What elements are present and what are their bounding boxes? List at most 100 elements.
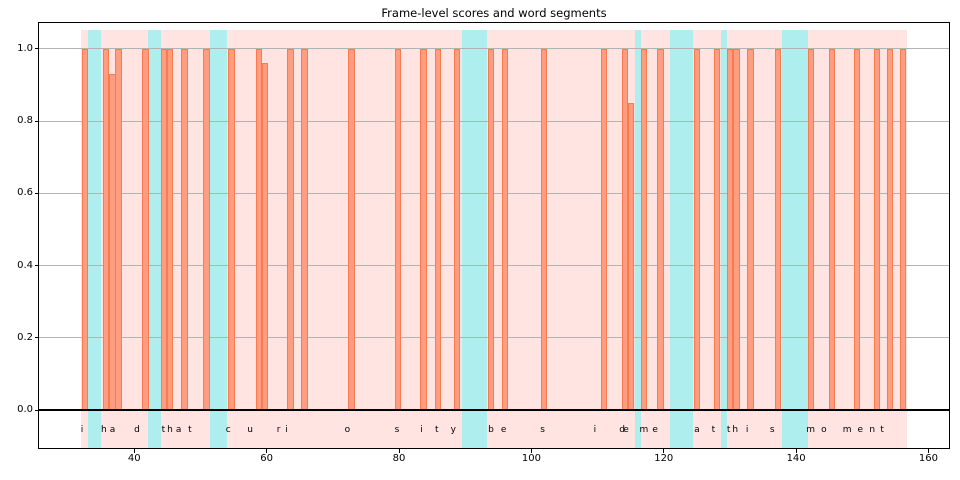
frame-score-bar [348, 48, 355, 411]
letter-label: a [109, 424, 116, 435]
x-tick-mark [133, 449, 135, 453]
y-tick-mark [35, 120, 39, 122]
frame-score-bar [301, 48, 308, 411]
frame-score-bar [713, 48, 720, 411]
letter-label: i [80, 424, 84, 435]
frame-score-bar [102, 48, 109, 411]
frame-score-bar [726, 48, 734, 411]
space-gap-span [461, 30, 488, 448]
y-tick-label: 1.0 [17, 42, 33, 54]
letter-label: i [745, 424, 749, 435]
y-tick-mark [35, 265, 39, 267]
y-tick-mark [35, 48, 39, 50]
frame-score-bar [693, 48, 700, 411]
letter-label: s [540, 424, 545, 435]
frame-score-bar [733, 48, 740, 411]
letter-label: t [434, 424, 439, 435]
letter-label: a [175, 424, 182, 435]
x-tick-mark [530, 449, 532, 453]
letter-label: h [100, 424, 107, 435]
x-tick-mark [795, 449, 797, 453]
letter-label: t [711, 424, 716, 435]
y-tick-mark [35, 409, 39, 411]
space-gap-span [209, 30, 227, 448]
x-tick-label: 40 [127, 453, 141, 464]
x-tick-label: 160 [918, 453, 939, 464]
frame-score-bar [394, 48, 401, 411]
letter-label: r [276, 424, 281, 435]
frame-score-bar [166, 48, 174, 411]
x-tick-mark [663, 449, 665, 453]
frame-score-bar [81, 48, 88, 411]
letter-label: m [639, 424, 649, 435]
frame-score-bar [487, 48, 495, 411]
letter-label: u [247, 424, 253, 435]
letter-label: y [450, 424, 456, 435]
frame-score-bar [501, 48, 509, 411]
letter-label: d [134, 424, 140, 435]
letter-label: d [619, 424, 625, 435]
letter-label: o [344, 424, 351, 435]
x-tick-label: 100 [521, 453, 541, 464]
letter-label: b [488, 424, 494, 435]
x-tick-mark [927, 449, 929, 453]
letter-label: h [732, 424, 739, 435]
letter-label: e [857, 424, 864, 435]
frame-score-bar [601, 48, 608, 411]
frame-score-bar [454, 48, 461, 411]
frame-score-bar [434, 48, 442, 411]
x-tick-label: 140 [786, 453, 806, 464]
frame-score-bar [261, 63, 268, 411]
frame-score-bar [886, 48, 894, 411]
letter-label: a [694, 424, 700, 435]
frame-score-bar [853, 48, 861, 411]
frame-score-bar [828, 48, 835, 411]
letter-label: t [726, 424, 731, 435]
frame-score-bar [420, 48, 427, 411]
frame-score-bar [142, 48, 149, 411]
frame-score-bar [287, 48, 294, 411]
x-tick-label: 120 [654, 453, 674, 464]
space-gap-span [782, 30, 809, 448]
zero-baseline [39, 409, 949, 412]
letter-label: e [623, 424, 629, 435]
frame-score-bar [627, 103, 635, 411]
y-tick-mark [35, 192, 39, 194]
frame-score-bar [640, 48, 648, 411]
frame-score-bar [873, 48, 880, 411]
space-gap-span [720, 30, 727, 448]
space-gap-span [634, 30, 641, 448]
letter-label: m [806, 424, 816, 435]
chart-title: Frame-level scores and word segments [381, 6, 607, 20]
letter-label: c [225, 424, 231, 435]
letter-label: m [842, 424, 852, 435]
frame-score-bar [807, 48, 814, 411]
letter-label: n [869, 424, 876, 435]
letter-label: i [285, 424, 288, 435]
x-tick-label: 80 [392, 453, 406, 464]
x-tick-mark [398, 449, 400, 453]
frame-score-bar [899, 48, 906, 411]
frame-score-bar [115, 48, 122, 411]
letter-label: e [652, 424, 658, 435]
space-gap-span [669, 30, 693, 448]
x-tick-label: 60 [260, 453, 274, 464]
space-gap-span [87, 30, 101, 448]
frame-score-bar [775, 48, 782, 411]
letter-label: t [161, 424, 166, 435]
y-tick-label: 0.8 [17, 115, 33, 127]
frame-score-bar [203, 48, 210, 411]
letter-label: t [880, 424, 884, 435]
frame-score-bar [747, 48, 754, 411]
frame-score-bar [228, 48, 235, 411]
letter-label: i [593, 424, 597, 435]
letter-label: s [769, 424, 775, 435]
letter-label: t [188, 424, 192, 435]
y-tick-label: 0.4 [17, 259, 33, 271]
letter-label: i [420, 424, 423, 435]
letter-label: s [394, 424, 400, 435]
y-tick-mark [35, 337, 39, 339]
frame-score-bar [540, 48, 548, 411]
